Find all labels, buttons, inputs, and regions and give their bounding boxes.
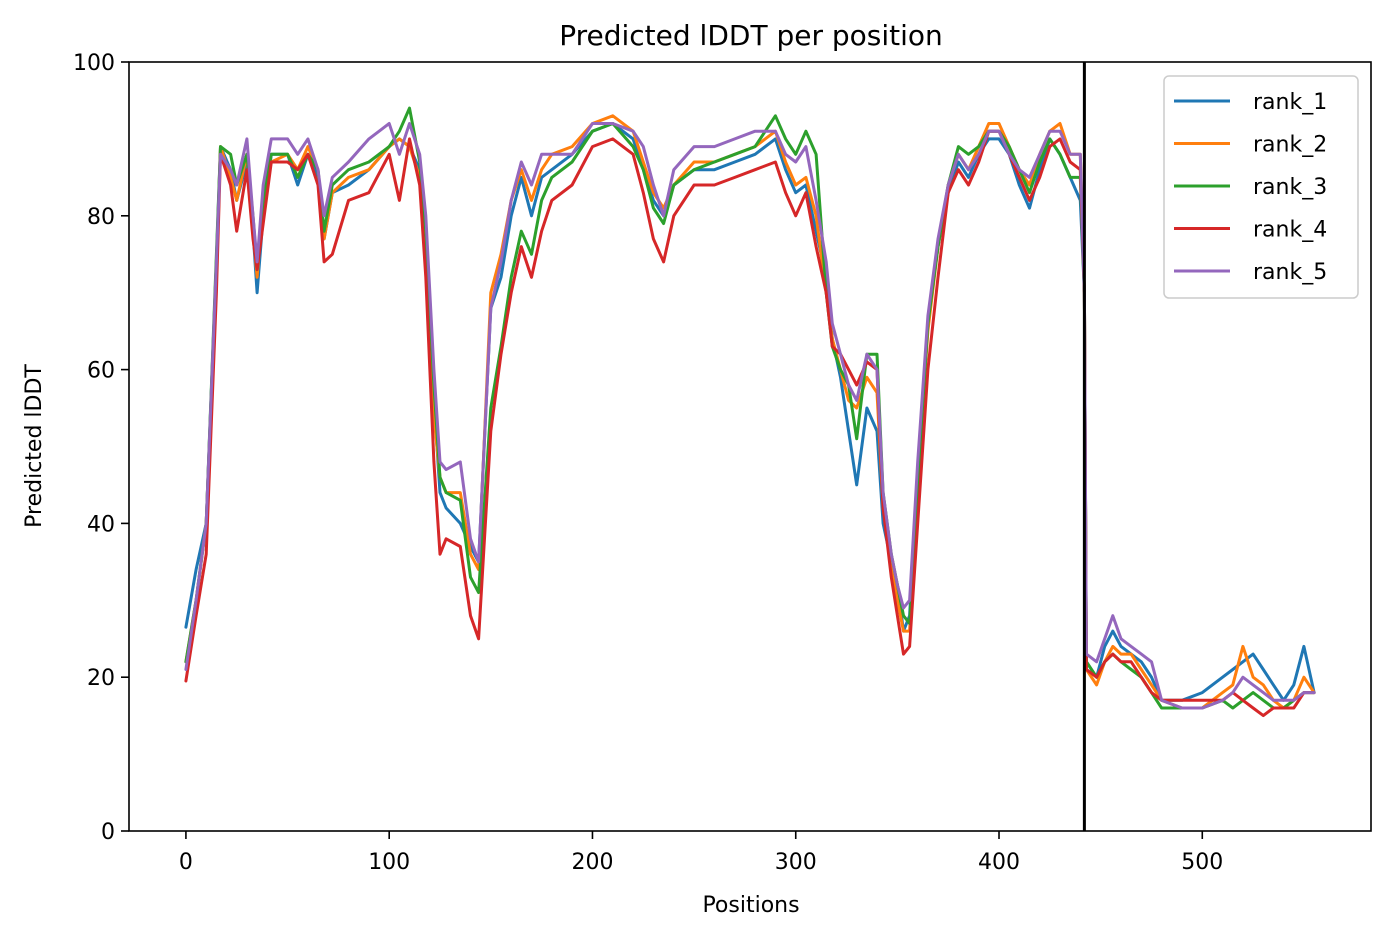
legend-label-rank-4: rank_4: [1253, 218, 1327, 243]
x-tick-label: 0: [179, 850, 193, 875]
x-tick-label: 300: [775, 850, 817, 875]
legend: rank_1 rank_2 rank_3 rank_4 rank_5: [1163, 75, 1359, 299]
y-tick-label: 0: [101, 820, 115, 845]
legend-label-rank-5: rank_5: [1253, 260, 1327, 285]
y-tick-label: 20: [87, 666, 115, 691]
series-line-rank-5: [184, 122, 1316, 710]
legend-label-rank-2: rank_2: [1253, 133, 1327, 158]
x-axis-label: Positions: [702, 893, 799, 918]
y-tick-label: 100: [73, 51, 115, 76]
chart-title: Predicted lDDT per position: [559, 19, 943, 52]
y-tick-label: 40: [87, 512, 115, 537]
series-line-rank-4: [184, 129, 1316, 718]
y-tick-label: 80: [87, 205, 115, 230]
y-axis-ticks: 0 20 40 60 80 100: [73, 51, 129, 845]
axes-frame: [128, 61, 1372, 832]
plot-area: [128, 61, 1372, 832]
x-tick-label: 500: [1181, 850, 1223, 875]
x-tick-label: 100: [368, 850, 410, 875]
x-tick-label: 400: [978, 850, 1020, 875]
series-line-rank-2: [184, 114, 1316, 710]
y-axis-label: Predicted lDDT: [22, 364, 47, 528]
x-axis-ticks: 0 100 200 300 400 500: [179, 831, 1223, 875]
legend-box: [1163, 75, 1359, 299]
series-layer: [184, 106, 1316, 718]
legend-label-rank-1: rank_1: [1253, 90, 1327, 115]
series-line-rank-1: [184, 122, 1316, 702]
legend-label-rank-3: rank_3: [1253, 175, 1327, 200]
y-tick-label: 60: [87, 359, 115, 384]
x-tick-label: 200: [571, 850, 613, 875]
